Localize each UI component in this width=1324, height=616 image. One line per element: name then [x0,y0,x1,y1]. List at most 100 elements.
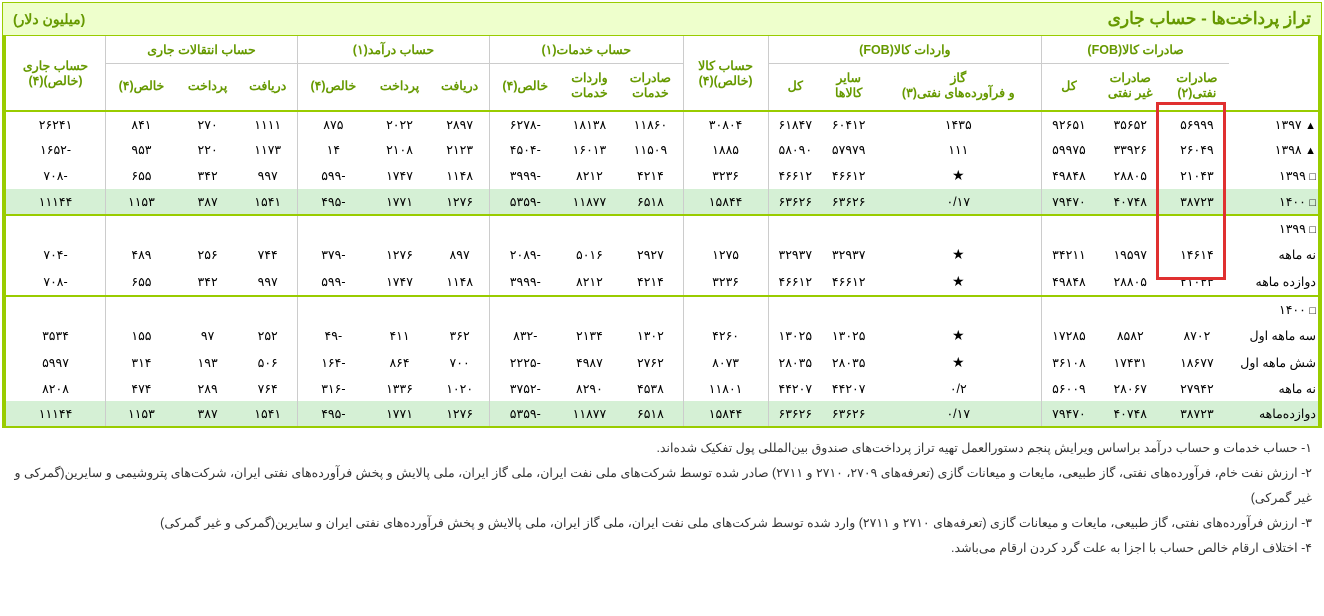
data-cell: ۲۸۰۶۷ [1096,376,1165,401]
data-cell: ۷۶۴ [238,376,297,401]
data-cell: ۱۲۷۵ [683,241,768,268]
data-cell: ۸۹۷ [430,241,489,268]
data-cell: ۸۲۱۲ [561,268,619,296]
empty-cell [1165,296,1229,322]
data-cell: ۸۲۱۲ [561,162,619,189]
data-cell: ۲۸۹ [177,376,239,401]
data-cell: ۸۷۵ [297,111,368,137]
data-cell: ۵۷۹۷۹ [822,137,875,162]
data-cell: ۲۱۰۸ [369,137,431,162]
data-cell: ۶۵۱۸ [618,189,683,215]
col-subheader: پرداخت [369,64,431,112]
empty-cell [489,296,560,322]
data-cell: ۳۴۲ [177,268,239,296]
col-group-header [1229,36,1319,111]
data-cell: ۴۰۷۴۸ [1096,189,1165,215]
data-cell: ۲۱۰۴۳ [1165,162,1229,189]
data-cell: ۶۳۶۲۶ [822,401,875,426]
col-group-header: حساب انتقالات جاری [106,36,298,64]
data-cell: -۱۶۵۲ [5,137,106,162]
data-cell: ۶۵۵ [106,268,177,296]
data-cell: -۲۲۲۵ [489,349,560,376]
data-cell: -۳۹۹۹ [489,162,560,189]
empty-cell [768,215,822,241]
data-cell: ۴۵۳۸ [618,376,683,401]
data-cell: ۲۰۲۲ [369,111,431,137]
data-cell: -۲۰۸۹ [489,241,560,268]
data-cell: ۵۶۹۹۹ [1165,111,1229,137]
col-subheader: گازو فرآورده‌های نفتی(۳) [875,64,1041,112]
col-subheader: کل [768,64,822,112]
data-cell: ۸۴۱ [106,111,177,137]
empty-cell [297,296,368,322]
data-cell: -۳۹۹۹ [489,268,560,296]
data-cell: -۱۶۴ [297,349,368,376]
data-cell: ۵۰۶ [238,349,297,376]
data-cell: ۴۷۴ [106,376,177,401]
data-cell: ۴۸۹ [106,241,177,268]
footnote-line: ۲- ارزش نفت خام، فرآورده‌های نفتی، گاز ط… [12,461,1312,511]
col-group-header: حساب درآمد(۱) [297,36,489,64]
data-cell: ۸۵۸۲ [1096,322,1165,349]
data-cell: ۱۱۸۷۷ [561,189,619,215]
empty-cell [177,215,239,241]
empty-cell [1042,215,1096,241]
data-cell: ۱۲۷۶ [430,401,489,426]
data-cell: ۱۳۰۲۵ [768,322,822,349]
data-cell: ۶۳۶۲۶ [822,189,875,215]
data-cell: ۴۶۶۱۲ [822,162,875,189]
data-cell: ۳۲۹۳۷ [822,241,875,268]
empty-cell [1096,296,1165,322]
data-cell: ۲۱۳۴ [561,322,619,349]
data-cell: ۷۴۴ [238,241,297,268]
col-subheader: دریافت [238,64,297,112]
data-cell: ۹۷ [177,322,239,349]
data-cell: -۴۹ [297,322,368,349]
footnote-line: ۳- ارزش فرآورده‌های نفتی، گاز طبیعی، مای… [12,511,1312,536]
col-subheader: صادراتنفتی(۲) [1165,64,1229,112]
data-cell: ۴۰۷۴۸ [1096,401,1165,426]
data-cell: ۱۷۷۱ [369,189,431,215]
data-cell: ۱۷۴۷ [369,162,431,189]
data-cell: -۳۱۶ [297,376,368,401]
data-cell: ۶۰۴۱۲ [822,111,875,137]
data-cell: ۲۸۰۳۵ [768,349,822,376]
data-cell: ۲۱۲۳ [430,137,489,162]
data-cell: ۳۲۳۶ [683,162,768,189]
data-cell: ۲۲۰ [177,137,239,162]
col-group-header: حساب خدمات(۱) [489,36,683,64]
empty-cell [683,215,768,241]
data-cell: ۱۵۴۱ [238,401,297,426]
row-label: □ ۱۴۰۰ [1229,189,1319,215]
empty-cell [561,215,619,241]
col-group-header: حساب کالا(خالص)(۴) [683,36,768,111]
empty-cell [430,296,489,322]
row-label: ▲ ۱۳۹۷ [1229,111,1319,137]
data-cell: ۱۷۴۷ [369,268,431,296]
data-cell: ۹۲۶۵۱ [1042,111,1096,137]
col-subheader: خالص(۴) [106,64,177,112]
data-cell: -۶۲۷۸ [489,111,560,137]
col-subheader: صادراتخدمات [618,64,683,112]
data-cell: ۱۵۴۱ [238,189,297,215]
data-cell: ۱۸۶۷۷ [1165,349,1229,376]
empty-cell [369,296,431,322]
data-cell: ۵۹۹۷ [5,349,106,376]
data-cell: ۸۶۴ [369,349,431,376]
data-cell: ۱۸۱۳۸ [561,111,619,137]
data-cell: -۸۳۲ [489,322,560,349]
data-cell: ۸۰۷۳ [683,349,768,376]
page-title: تراز پرداخت‌ها - حساب جاری [1108,9,1311,29]
data-cell: ۱۷۲۸۵ [1042,322,1096,349]
empty-cell [683,296,768,322]
data-cell: ۳۳۹۲۶ [1096,137,1165,162]
data-cell: ۳۲۹۳۷ [768,241,822,268]
row-label: سه ماهه اول [1229,322,1319,349]
empty-cell [875,296,1041,322]
empty-cell [238,215,297,241]
data-cell: -۵۹۹ [297,268,368,296]
data-cell: ۶۳۶۲۶ [768,189,822,215]
col-subheader: خالص(۴) [489,64,560,112]
empty-cell [822,215,875,241]
data-cell: ۳۶۲ [430,322,489,349]
